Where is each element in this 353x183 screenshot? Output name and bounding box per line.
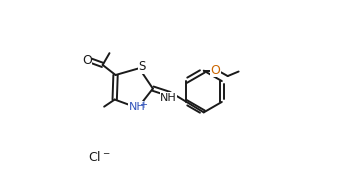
Text: O: O (211, 64, 221, 77)
Text: Cl$^-$: Cl$^-$ (88, 150, 110, 164)
Text: NH: NH (160, 93, 177, 103)
Text: S: S (138, 60, 145, 73)
Text: NH: NH (128, 102, 145, 112)
Text: +: + (139, 100, 147, 110)
Text: O: O (82, 54, 92, 67)
